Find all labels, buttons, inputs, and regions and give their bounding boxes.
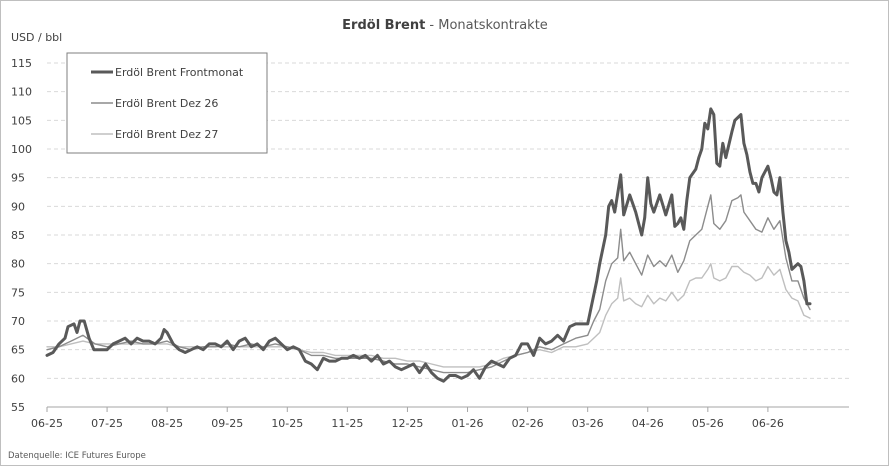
x-tick-label: 07-25 [91,417,123,430]
chart-title-separator: - [425,18,438,33]
y-tick-label: 80 [11,258,25,271]
x-tick-label: 06-25 [31,417,63,430]
y-tick-label: 110 [11,86,32,99]
x-tick-label: 04-26 [632,417,664,430]
legend-item-label: Erdöl Brent Dez 27 [115,128,218,141]
y-axis-unit-label: USD / bbl [11,31,62,44]
x-tick-label: 06-26 [752,417,784,430]
y-tick-label: 85 [11,229,25,242]
y-tick-label: 75 [11,286,25,299]
chart-title-main: Erdöl Brent [342,18,425,33]
x-tick-label: 08-25 [151,417,183,430]
legend-item-label: Erdöl Brent Dez 26 [115,97,218,110]
x-tick-label: 03-26 [572,417,604,430]
axes: 55 60 65 70 75 80 85 90 95 100 105 110 115 06-25 07-25… [11,57,849,430]
x-tick-label: 12-25 [391,417,423,430]
x-tick-label: 05-26 [692,417,724,430]
chart-title: Erdöl Brent - Monatskontrakte [342,18,548,33]
y-tick-label: 60 [11,372,25,385]
y-tick-label: 100 [11,143,32,156]
y-tick-label: 95 [11,172,25,185]
series-lines [45,107,812,383]
legend: Erdöl Brent Frontmonat Erdöl Brent Dez 26… [66,52,268,154]
chart-subtitle: Monatskontrakte [438,18,548,33]
x-tick-label: 11-25 [331,417,363,430]
series-line [46,194,811,374]
y-tick-label: 70 [11,315,25,328]
y-tick-label: 105 [11,114,32,127]
x-tick-label: 02-26 [512,417,544,430]
x-tick-label: 09-25 [211,417,243,430]
data-source: Datenquelle: ICE Futures Europe [8,451,146,461]
y-tick-label: 55 [11,401,25,414]
x-tick-label: 01-26 [452,417,484,430]
y-tick-label: 90 [11,200,25,213]
legend-item-label: Erdöl Brent Frontmonat [115,66,244,79]
x-tick-label: 10-25 [271,417,303,430]
y-tick-label: 115 [11,57,32,70]
series-line [45,107,812,383]
series-line [46,263,811,368]
y-tick-label: 65 [11,344,25,357]
